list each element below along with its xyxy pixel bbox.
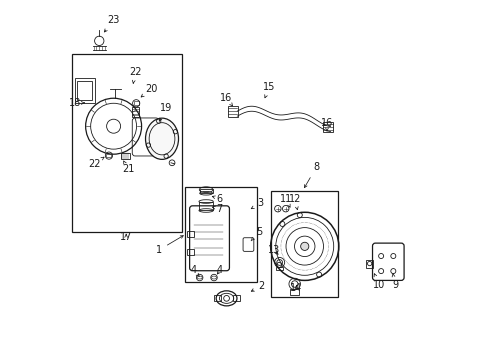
Text: 22: 22 xyxy=(129,67,141,83)
Text: 23: 23 xyxy=(104,15,120,32)
Bar xyxy=(132,114,139,116)
Bar xyxy=(271,191,337,297)
Text: 22: 22 xyxy=(88,157,104,169)
Bar xyxy=(187,249,193,255)
Text: 1: 1 xyxy=(156,236,183,255)
Bar xyxy=(131,107,139,117)
Ellipse shape xyxy=(145,118,178,159)
Bar xyxy=(187,231,193,237)
Bar xyxy=(276,267,283,270)
Bar xyxy=(366,260,372,268)
Bar xyxy=(233,296,240,301)
Bar xyxy=(199,202,213,211)
Text: 5: 5 xyxy=(250,227,262,241)
Text: 7: 7 xyxy=(212,204,222,214)
Text: 2: 2 xyxy=(251,281,264,291)
Text: 3: 3 xyxy=(251,198,263,209)
Bar xyxy=(72,54,182,232)
Text: 9: 9 xyxy=(391,274,397,290)
Bar xyxy=(185,187,257,282)
Text: 18: 18 xyxy=(69,98,84,108)
Bar xyxy=(214,296,221,301)
Bar xyxy=(121,153,129,159)
Text: 16: 16 xyxy=(219,93,232,106)
Circle shape xyxy=(300,242,308,251)
Text: 6: 6 xyxy=(212,194,222,204)
Bar xyxy=(290,289,298,295)
Bar xyxy=(227,106,237,117)
Text: 4: 4 xyxy=(217,265,223,275)
Bar xyxy=(323,122,332,132)
Text: 19: 19 xyxy=(159,103,171,121)
Bar xyxy=(199,189,212,193)
Text: 12: 12 xyxy=(288,194,301,210)
Bar xyxy=(106,154,111,157)
Bar xyxy=(132,109,139,111)
Text: 13: 13 xyxy=(267,245,280,255)
Text: 20: 20 xyxy=(141,84,157,97)
Text: 21: 21 xyxy=(122,161,134,174)
Text: 10: 10 xyxy=(372,274,385,290)
Text: 8: 8 xyxy=(304,162,319,188)
Text: 17: 17 xyxy=(120,232,132,242)
Text: 11: 11 xyxy=(280,194,292,207)
Text: 14: 14 xyxy=(290,283,302,293)
Text: 16: 16 xyxy=(320,118,332,131)
Text: 15: 15 xyxy=(263,82,275,98)
Text: 4: 4 xyxy=(190,265,199,276)
Bar xyxy=(133,102,139,105)
